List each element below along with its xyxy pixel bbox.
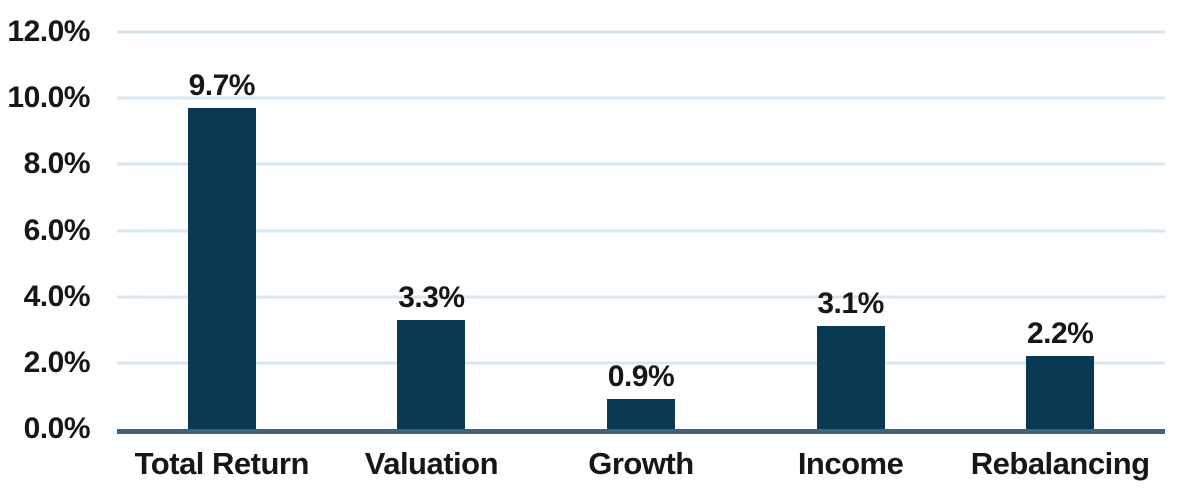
gridline xyxy=(117,162,1165,166)
y-tick-label: 6.0% xyxy=(23,213,91,247)
y-tick-label: 4.0% xyxy=(23,279,91,313)
gridline xyxy=(117,295,1165,299)
bar-valuation xyxy=(397,319,466,429)
bar-value-label-income: 3.1% xyxy=(817,287,884,321)
y-axis: 0.0% 2.0% 4.0% 6.0% 8.0% 10.0% 12.0% xyxy=(0,15,100,445)
x-tick-label-growth: Growth xyxy=(588,446,694,481)
bar-value-label-valuation: 3.3% xyxy=(398,280,465,314)
plot-area: 9.7% 3.3% 0.9% 3.1% 2.2% xyxy=(117,30,1165,434)
bar-value-label-total-return: 9.7% xyxy=(188,69,256,103)
x-tick-label-rebalancing: Rebalancing xyxy=(970,446,1150,481)
bar-rebalancing xyxy=(1026,356,1095,429)
x-axis: Total Return Valuation Growth Income Rebalan… xyxy=(117,446,1165,482)
bar-slot-income: 3.1% xyxy=(746,32,956,429)
y-tick-label: 8.0% xyxy=(23,147,91,181)
bars-row: 9.7% 3.3% 0.9% 3.1% 2.2% xyxy=(117,32,1165,429)
x-tick-label-total-return: Total Return xyxy=(134,446,310,481)
gridline xyxy=(117,96,1165,100)
bar-slot-valuation: 3.3% xyxy=(327,32,537,429)
bar-value-label-rebalancing: 2.2% xyxy=(1026,317,1094,351)
bar-value-label-growth: 0.9% xyxy=(607,360,675,394)
bar-total-return xyxy=(187,108,256,429)
bar-slot-total-return: 9.7% xyxy=(117,32,327,429)
bar-growth xyxy=(606,399,675,429)
x-tick-label-income: Income xyxy=(797,446,904,481)
bar-slot-growth: 0.9% xyxy=(536,32,746,429)
bar-slot-rebalancing: 2.2% xyxy=(955,32,1165,429)
gridline xyxy=(117,30,1165,34)
y-tick-label: 10.0% xyxy=(7,81,90,115)
x-tick-label-valuation: Valuation xyxy=(364,446,499,481)
bar-income xyxy=(816,326,885,429)
y-tick-label: 0.0% xyxy=(23,412,91,445)
y-tick-label: 12.0% xyxy=(7,15,90,48)
y-tick-label: 2.0% xyxy=(23,345,91,379)
gridline xyxy=(117,229,1165,232)
gridline xyxy=(117,361,1165,365)
